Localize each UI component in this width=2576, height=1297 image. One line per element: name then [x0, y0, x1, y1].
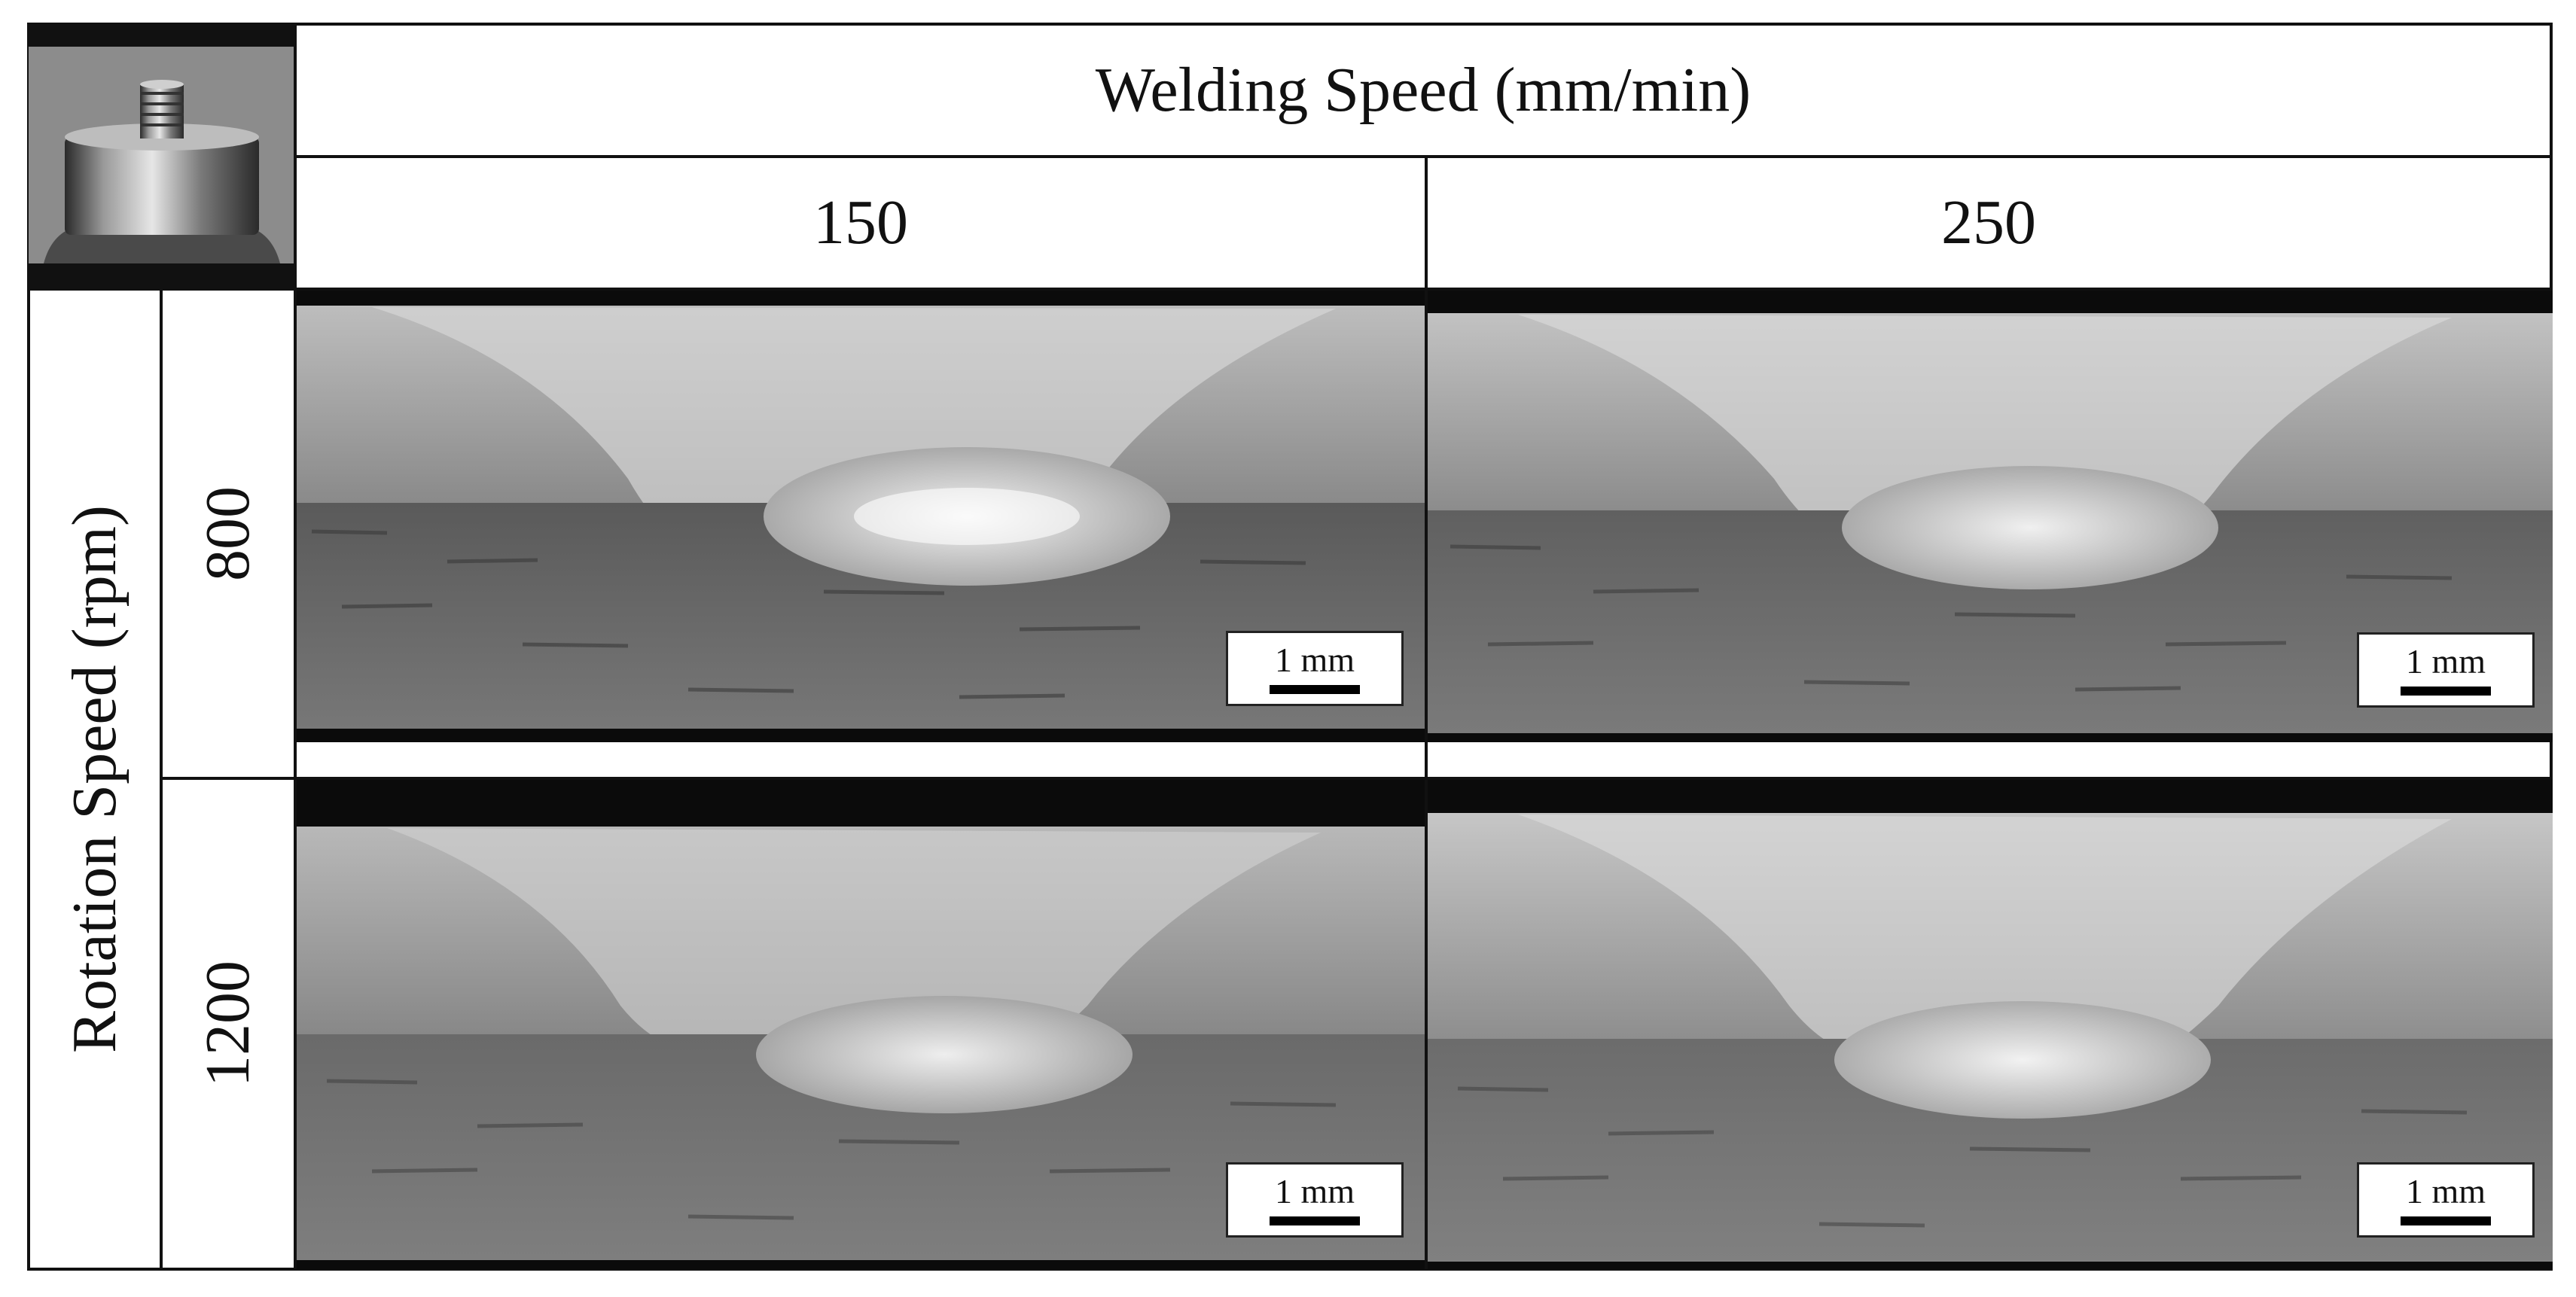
scale-bar-box: 1 mm: [2357, 632, 2535, 708]
column-header-label: 150: [813, 187, 908, 257]
column-header-label: 250: [1941, 187, 2036, 257]
scale-bar: [1270, 685, 1360, 694]
column-header-150: 150: [294, 155, 1428, 291]
column-group-title: Welding Speed (mm/min): [1095, 55, 1751, 125]
column-group-title-cell: Welding Speed (mm/min): [294, 23, 2553, 158]
micrograph-800-150: 1 mm: [297, 291, 1426, 742]
weld-cross-section-image: [297, 780, 1426, 1269]
row-header-800: 800: [160, 288, 297, 780]
scale-bar-label: 1 mm: [1274, 1172, 1355, 1210]
scale-bar-box: 1 mm: [1226, 631, 1404, 706]
row-header-label: 800: [193, 486, 263, 581]
micrograph-1200-250: 1 mm: [1428, 780, 2553, 1269]
micrograph-1200-150: 1 mm: [297, 780, 1426, 1269]
row-divider: [297, 777, 2553, 780]
tool-photo: [29, 24, 295, 288]
column-header-250: 250: [1425, 155, 2553, 291]
scale-bar-box: 1 mm: [1226, 1162, 1404, 1238]
scale-bar: [2401, 1216, 2491, 1225]
micrograph-800-250: 1 mm: [1428, 291, 2553, 742]
scale-bar: [1270, 1216, 1360, 1225]
scale-bar-label: 1 mm: [2405, 1172, 2486, 1210]
row-header-1200: 1200: [160, 777, 297, 1271]
row-group-title: Rotation Speed (rpm): [59, 505, 130, 1053]
scale-bar: [2401, 687, 2491, 696]
welding-tool-icon: [29, 24, 295, 288]
scale-bar-box: 1 mm: [2357, 1162, 2535, 1238]
weld-cross-section-image: [1428, 780, 2553, 1269]
row-group-title-cell: Rotation Speed (rpm): [27, 288, 163, 1271]
scale-bar-label: 1 mm: [2405, 642, 2486, 680]
row-header-label: 1200: [193, 961, 263, 1087]
scale-bar-label: 1 mm: [1274, 641, 1355, 679]
